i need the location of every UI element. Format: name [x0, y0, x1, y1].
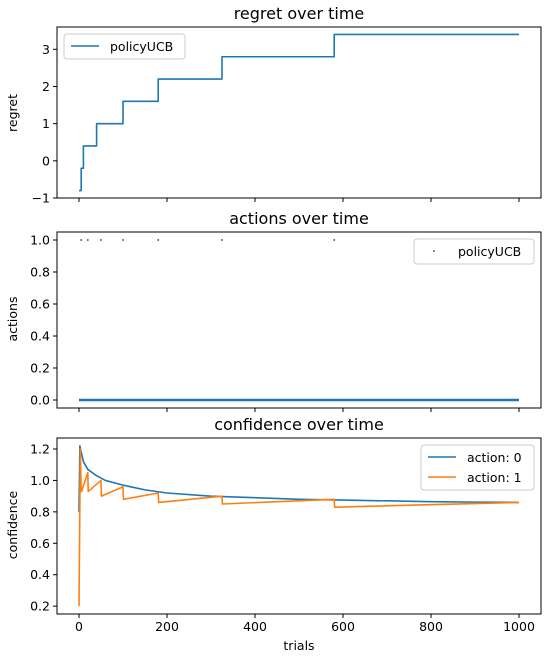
legend: action: 0 action: 1 [420, 444, 535, 491]
legend-box [413, 238, 535, 265]
y-tick-label: 0.4 [30, 567, 50, 582]
series-point [86, 239, 89, 241]
x-tick-label: 400 [243, 619, 267, 634]
y-axis-label: confidence [5, 490, 20, 559]
y-tick-label: 1.0 [30, 233, 50, 248]
y-tick-label: 0.4 [30, 329, 50, 344]
panel-title: actions over time [229, 209, 369, 228]
series-point [221, 239, 223, 241]
y-tick-label: 0.6 [30, 536, 50, 551]
series-line [78, 448, 520, 607]
y-tick-label: 0.8 [30, 265, 50, 280]
y-tick-label: 1 [42, 116, 50, 131]
plot-area: −1 0 1 2 3 [32, 33, 520, 206]
legend-label: policyUCB [110, 39, 173, 54]
series-point [157, 239, 160, 241]
x-tick-label: 600 [331, 619, 355, 634]
legend: policyUCB [413, 238, 535, 265]
series-line [78, 445, 520, 512]
y-tick-label: 0.2 [30, 599, 50, 614]
series-line [79, 33, 519, 192]
x-axis-label: trials [283, 638, 314, 653]
y-tick-label: 1.2 [30, 442, 50, 457]
y-tick-label: 2 [42, 79, 50, 94]
y-axis-label: actions [5, 297, 20, 342]
panel-confidence: confidence over time confidence trials 0… [5, 415, 542, 653]
panel-actions: actions over time actions 0.00.20.40.60.… [5, 209, 542, 412]
y-tick-label: 0.8 [30, 504, 50, 519]
x-tick-label: 1000 [503, 619, 535, 634]
x-tick-label: 200 [155, 619, 179, 634]
y-axis-label: regret [5, 94, 20, 132]
y-tick-label: 3 [42, 42, 50, 57]
legend: policyUCB [63, 33, 186, 60]
legend-swatch [433, 250, 435, 252]
y-tick-label: 0.6 [30, 297, 50, 312]
plot-area: 0.0 0.2 0.4 0.6 0.8 1.0 [30, 233, 520, 412]
series-point [80, 239, 83, 241]
y-tick-label: 0.2 [30, 361, 50, 376]
legend-box [63, 33, 186, 60]
axes-frame [56, 231, 542, 409]
y-tick-label: 0.0 [30, 393, 50, 408]
legend-label: action: 0 [467, 450, 522, 465]
x-tick-label: 0 [75, 619, 83, 634]
y-tick-label: 1.0 [30, 473, 50, 488]
y-tick-label: −1 [32, 191, 50, 206]
x-tick-label: 800 [419, 619, 443, 634]
axes-frame [56, 437, 542, 615]
plot-area: 0 200 400 600 800 1000 0.2 0.4 0.6 0.8 1.0 1.2 [30, 442, 535, 635]
series-point [122, 239, 124, 241]
series-point [100, 239, 102, 241]
legend-label: action: 1 [467, 470, 522, 485]
y-tick-label: 0 [42, 153, 50, 168]
legend-label: policyUCB [458, 244, 521, 259]
panel-title: confidence over time [214, 415, 384, 434]
series-point [333, 239, 336, 241]
axes-frame [56, 26, 542, 199]
panel-regret: regret over time regret −1 0 1 2 3 policyUCB [5, 4, 542, 206]
panel-title: regret over time [234, 4, 365, 23]
